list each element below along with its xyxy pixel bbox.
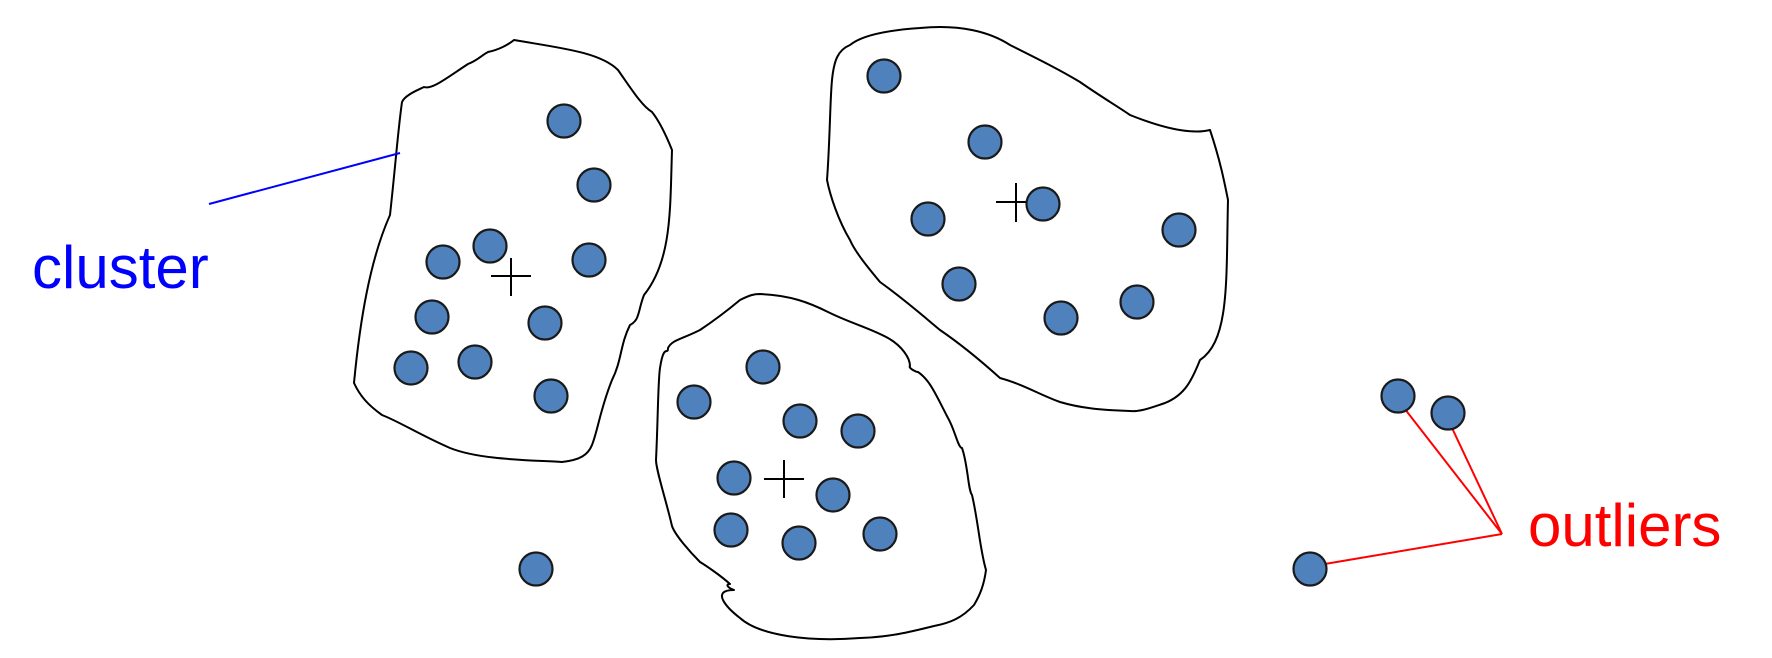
cluster-left-point — [472, 228, 508, 264]
cluster-middle-point — [745, 349, 781, 385]
cluster-left-point — [576, 167, 612, 203]
outlier-point — [1380, 378, 1416, 414]
cluster-left-point — [527, 305, 563, 341]
cluster-right-point — [941, 266, 977, 302]
points-layer — [393, 58, 1466, 587]
cluster-middle-point — [782, 403, 818, 439]
cluster-pointer-line — [208, 152, 401, 205]
cluster-middle-point — [676, 384, 712, 420]
outlier-pointer-line-1 — [1393, 394, 1503, 535]
cluster-left-outline — [353, 39, 673, 463]
outlier-point — [1430, 395, 1466, 431]
cluster-right-point — [910, 201, 946, 237]
cluster-left-point — [414, 299, 450, 335]
cluster-left-point — [533, 378, 569, 414]
cluster-right-point — [967, 124, 1003, 160]
outliers-label: outliers — [1528, 492, 1721, 559]
cluster-label: cluster — [32, 234, 209, 301]
cluster-right-point — [1119, 284, 1155, 320]
cluster-middle-point — [815, 477, 851, 513]
cluster-right-point — [866, 58, 902, 94]
outlier-point — [518, 551, 554, 587]
cluster-middle-outline — [655, 293, 987, 641]
cluster-right-point — [1043, 300, 1079, 336]
centroid-left-plus-icon — [491, 258, 531, 296]
outlier-pointer-line-2 — [1443, 410, 1503, 535]
cluster-right-point — [1025, 186, 1061, 222]
cluster-middle-point — [713, 512, 749, 548]
cluster-middle-point — [862, 516, 898, 552]
cluster-left-point — [546, 103, 582, 139]
outlier-pointer-line-3 — [1306, 533, 1503, 568]
cluster-left-point — [425, 244, 461, 280]
cluster-left-point — [457, 344, 493, 380]
centroid-middle-plus-icon — [764, 460, 804, 498]
cluster-left-point — [393, 350, 429, 386]
cluster-right-outline — [826, 25, 1229, 413]
outlier-point — [1292, 551, 1328, 587]
cluster-right-point — [1161, 212, 1197, 248]
cluster-middle-point — [840, 413, 876, 449]
cluster-left-point — [571, 242, 607, 278]
cluster-middle-point — [781, 525, 817, 561]
cluster-middle-point — [716, 460, 752, 496]
